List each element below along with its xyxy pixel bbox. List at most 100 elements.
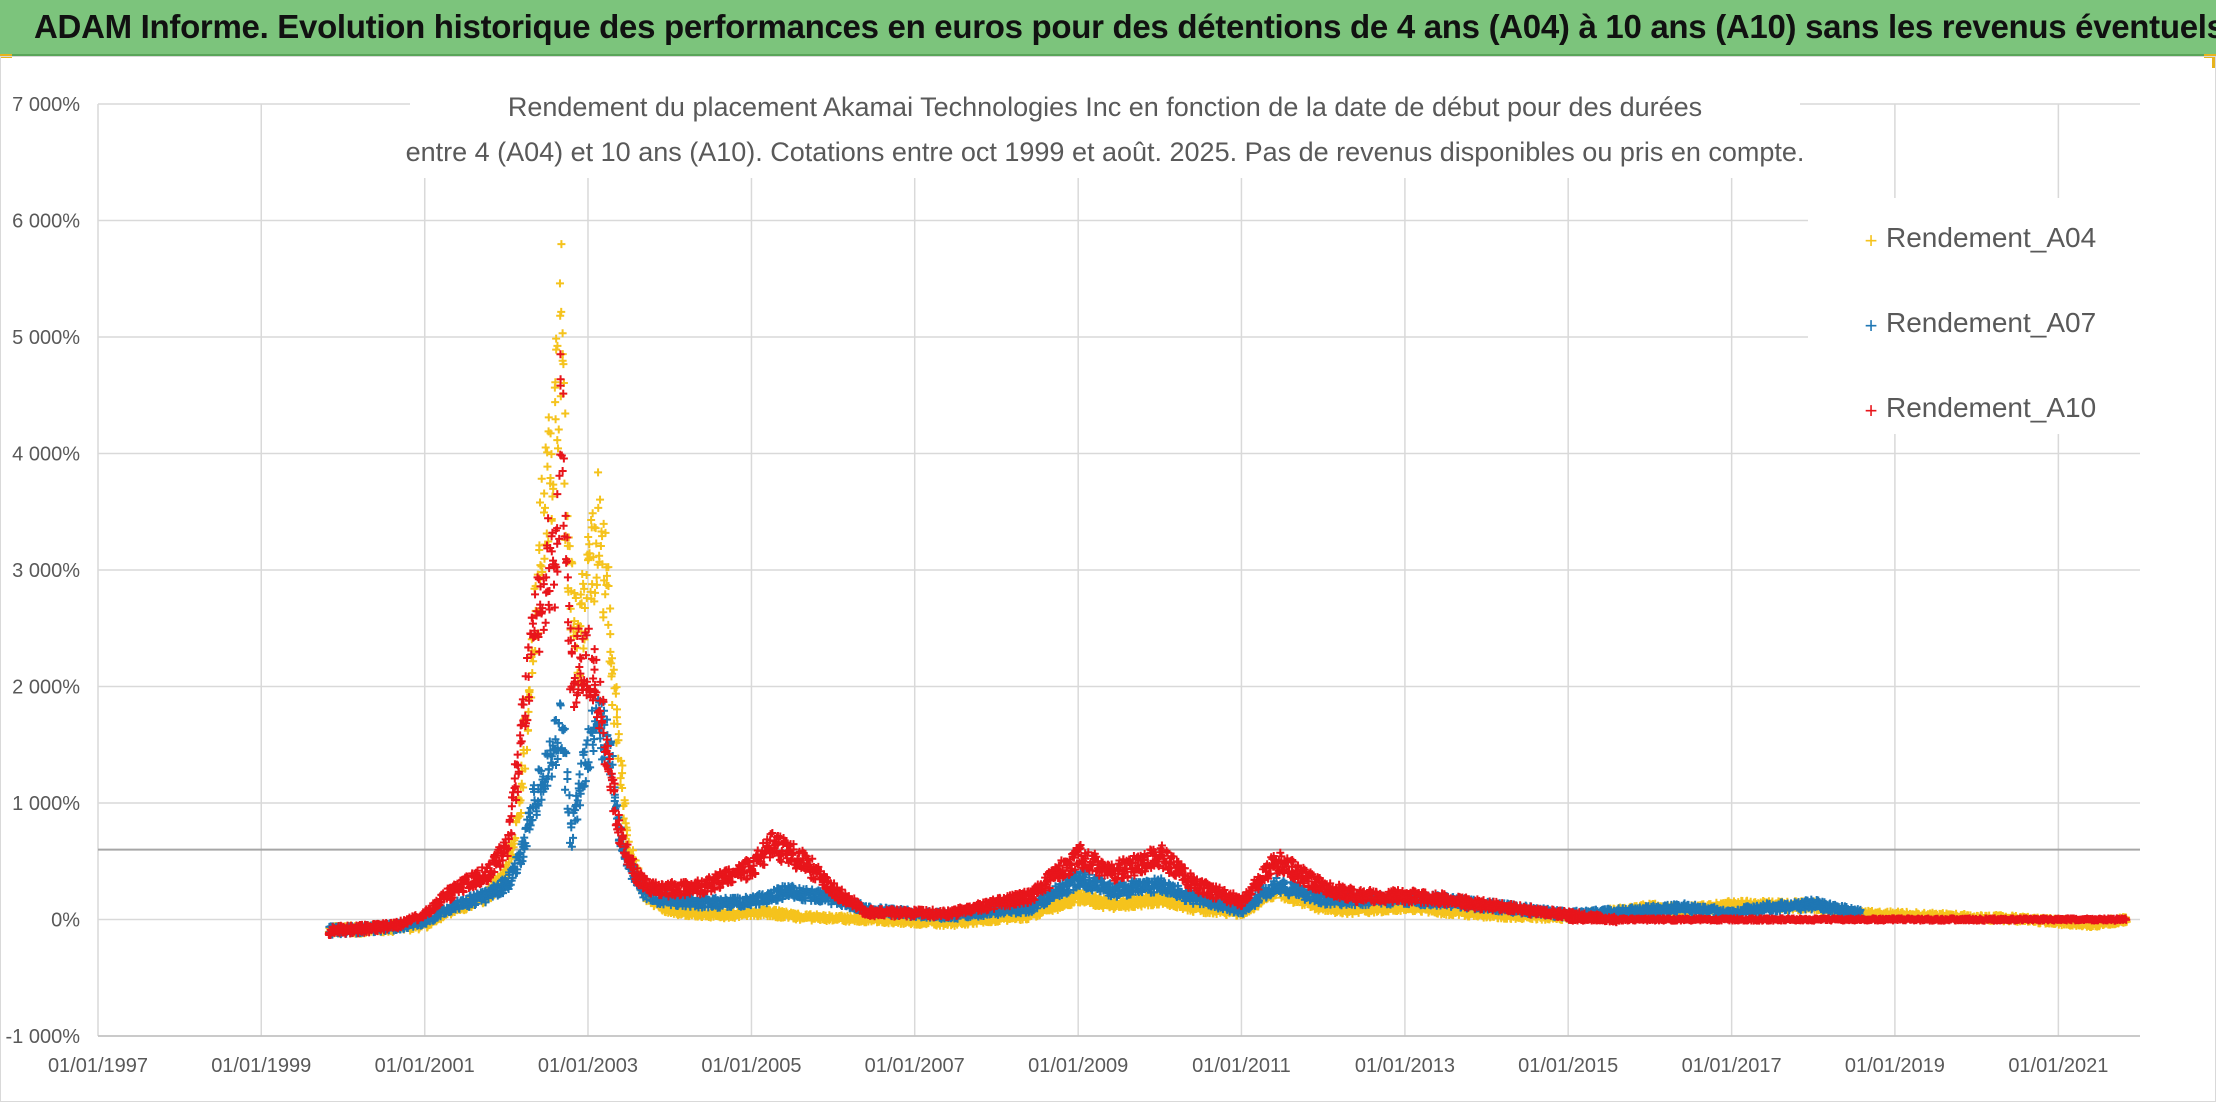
data-point	[620, 796, 629, 805]
data-point	[608, 669, 617, 678]
data-point	[563, 774, 572, 783]
data-point	[608, 701, 617, 709]
data-point	[591, 588, 600, 597]
data-point	[579, 579, 588, 588]
data-point	[618, 761, 627, 770]
data-point	[617, 756, 626, 765]
data-point	[556, 311, 565, 320]
data-point	[549, 480, 558, 489]
data-point	[519, 783, 528, 792]
data-point	[580, 584, 589, 593]
data-point	[601, 590, 610, 599]
data-point	[592, 580, 601, 589]
data-point	[616, 774, 625, 783]
data-point	[560, 479, 569, 488]
data-point	[540, 489, 549, 498]
data-point	[591, 524, 600, 533]
data-point	[558, 329, 567, 338]
data-point	[525, 686, 534, 695]
data-point	[613, 705, 621, 714]
data-point	[618, 769, 627, 778]
data-point	[598, 560, 607, 569]
data-point	[600, 576, 609, 585]
data-point	[536, 561, 545, 570]
data-point	[543, 462, 552, 471]
data-point	[586, 587, 595, 596]
data-point	[538, 567, 547, 576]
data-point	[582, 570, 591, 579]
data-point	[546, 429, 555, 438]
data-point	[544, 413, 553, 422]
data-point	[606, 604, 615, 613]
data-point	[517, 809, 526, 818]
data-point	[521, 764, 530, 773]
data-point	[543, 448, 552, 457]
data-point	[604, 620, 613, 629]
data-point	[561, 409, 570, 418]
data-point	[548, 492, 557, 501]
data-point	[604, 563, 613, 572]
data-point	[596, 495, 605, 504]
data-point	[570, 589, 579, 598]
data-point	[583, 736, 592, 745]
data-point	[554, 425, 563, 434]
data-point	[552, 345, 561, 354]
data-point	[523, 726, 532, 735]
data-point	[589, 553, 598, 562]
data-point	[553, 436, 562, 445]
data-point	[580, 604, 589, 613]
data-point	[540, 508, 549, 517]
data-point	[601, 528, 610, 537]
data-point	[612, 713, 621, 722]
data-point	[535, 546, 544, 555]
data-point	[577, 759, 586, 768]
data-point	[547, 450, 556, 459]
data-point	[551, 398, 560, 407]
data-point	[551, 378, 560, 387]
header-banner: ADAM Informe. Evolution historique des p…	[0, 0, 2216, 56]
data-point	[585, 540, 594, 549]
data-point	[551, 415, 560, 424]
data-point	[553, 341, 562, 350]
data-point	[575, 770, 584, 779]
data-point	[587, 516, 596, 525]
data-point	[594, 503, 603, 512]
data-point	[609, 665, 618, 674]
data-point	[613, 719, 622, 728]
frame-corner-right-accent	[2212, 54, 2216, 68]
data-point	[576, 600, 585, 609]
data-point	[537, 474, 546, 483]
data-point	[599, 608, 608, 617]
data-point	[522, 745, 531, 754]
data-point	[540, 554, 549, 563]
data-point	[592, 539, 601, 548]
data-point	[588, 509, 597, 518]
data-point	[535, 498, 544, 507]
data-point	[561, 785, 570, 794]
data-point	[597, 527, 606, 536]
data-point	[599, 519, 608, 528]
data-point	[596, 541, 605, 550]
data-point	[529, 657, 538, 666]
data-point	[614, 730, 623, 739]
data-point	[563, 768, 572, 777]
data-point	[612, 683, 621, 692]
data-point	[589, 747, 598, 756]
data-point	[618, 784, 627, 793]
data-point	[559, 360, 568, 369]
data-point	[584, 532, 593, 541]
data-point	[555, 279, 564, 288]
banner-title: ADAM Informe. Evolution historique des p…	[34, 8, 2216, 45]
data-point	[608, 654, 617, 663]
data-point	[524, 809, 533, 818]
data-point	[541, 503, 550, 512]
data-point	[571, 593, 580, 602]
data-point	[557, 240, 566, 249]
data-point	[541, 443, 550, 452]
data-point	[604, 581, 613, 590]
data-point	[544, 537, 553, 546]
data-point	[592, 573, 601, 582]
data-point	[584, 554, 593, 563]
data-point	[606, 630, 615, 639]
